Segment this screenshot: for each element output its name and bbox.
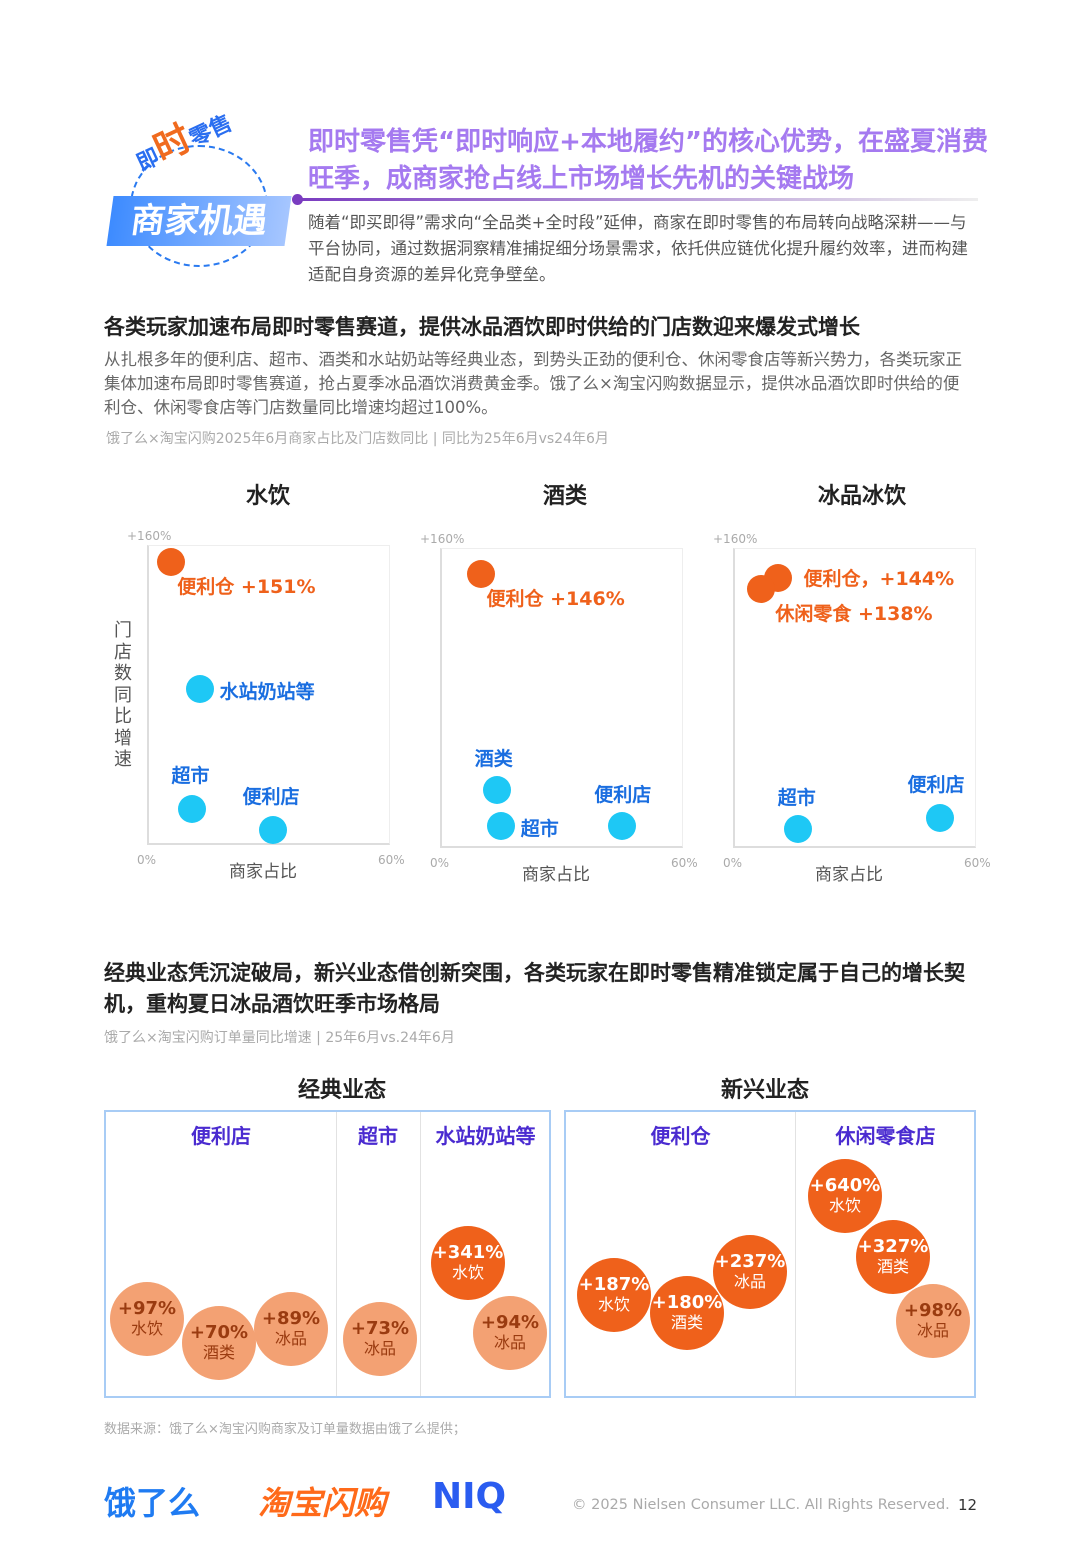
- section2-title: 经典业态凭沉淀破局，新兴业态借创新突围，各类玩家在即时零售精准锁定属于自己的增长…: [104, 961, 965, 1016]
- emerging-title: 新兴业态: [720, 1078, 809, 1103]
- point-label: 便利店: [907, 774, 965, 796]
- x-axis-label: 商家占比: [522, 865, 590, 885]
- x-tick-label: 0%: [137, 853, 157, 867]
- section1-source: 饿了么×淘宝闪购2025年6月商家占比及门店数同比 | 同比为25年6月vs24…: [106, 431, 609, 447]
- section1-body: 从扎根多年的便利店、超市、酒类和水站奶站等经典业态，到势头正劲的便利仓、休闲零食…: [104, 350, 962, 417]
- point-label: 超市: [171, 765, 210, 788]
- x-tick-label: 60%: [378, 853, 405, 867]
- scatter-plot-area: [147, 545, 390, 845]
- point-label: 水站奶站等: [219, 681, 315, 704]
- col-header: 便利仓: [650, 1124, 711, 1148]
- bubble: +341% 水饮: [431, 1226, 505, 1300]
- chart-title: 酒类: [542, 484, 587, 509]
- headline: 即时零售凭“即时响应+本地履约”的核心优势，在盛夏消费旺季，成商家抢占线上市场增…: [308, 127, 988, 194]
- x-tick-label: 0%: [723, 856, 743, 870]
- y-tick-label: +160%: [420, 532, 465, 546]
- page-number: 12: [958, 1496, 978, 1514]
- bubble: +327% 酒类: [856, 1220, 930, 1294]
- scatter-point: [925, 804, 954, 832]
- chart-title: 水饮: [245, 484, 290, 509]
- bubble: +73% 冰品: [343, 1302, 417, 1376]
- divider: [298, 198, 978, 201]
- bubble: +70% 酒类: [182, 1306, 256, 1380]
- bubble: +187% 水饮: [577, 1258, 651, 1332]
- point-label: 便利仓 +151%: [177, 575, 316, 598]
- classic-title: 经典业态: [297, 1078, 386, 1103]
- section2-source: 饿了么×淘宝闪购订单量同比增速 | 25年6月vs.24年6月: [104, 1030, 455, 1046]
- scatter-point: [608, 811, 637, 840]
- y-tick-label: +160%: [127, 529, 172, 543]
- scatter-point: [482, 775, 511, 804]
- point-label: 便利店: [594, 783, 652, 806]
- scatter-point: [747, 575, 776, 604]
- scatter-plot-area: [733, 548, 976, 848]
- col-header: 水站奶站等: [435, 1124, 536, 1148]
- bubble: +97% 水饮: [110, 1282, 184, 1356]
- scatter-point: [157, 547, 186, 576]
- bubble: +94% 冰品: [473, 1296, 547, 1370]
- y-axis-label: 门店数同比增速: [114, 620, 132, 770]
- x-tick-label: 0%: [430, 856, 450, 870]
- data-source: 数据来源：饿了么×淘宝闪购商家及订单量数据由饿了么提供；: [104, 1422, 466, 1437]
- scatter-point: [185, 675, 214, 704]
- x-axis-label: 商家占比: [229, 862, 297, 882]
- y-tick-label: +160%: [713, 532, 758, 546]
- col-header: 便利店: [191, 1124, 251, 1148]
- niq-logo: NIQ: [432, 1476, 507, 1517]
- col-header: 超市: [358, 1124, 398, 1148]
- point-label: 超市: [520, 817, 559, 840]
- scatter-point: [258, 816, 287, 844]
- bubble: +640% 水饮: [808, 1159, 882, 1233]
- point-label: 酒类: [474, 747, 513, 770]
- eleme-logo: 饿了么: [104, 1484, 201, 1522]
- emerging-panel: 便利仓 休闲零食店 +187% 水饮 +180% 酒类 +237% 冰品 +640% 水…: [564, 1110, 976, 1398]
- scatter-point: [783, 815, 812, 844]
- point-label: 便利仓，+144%: [803, 568, 955, 590]
- divider-dot: [292, 194, 303, 205]
- col-header: 休闲零食店: [835, 1124, 936, 1148]
- bubble: +98% 冰品: [896, 1284, 970, 1358]
- x-tick-label: 60%: [671, 856, 698, 870]
- point-label: 超市: [777, 787, 816, 810]
- scatter-plot-area: [440, 548, 683, 848]
- copyright: © 2025 Nielsen Consumer LLC. All Rights …: [572, 1497, 950, 1513]
- intro-text: 随着“即买即得”需求向“全品类+全时段”延伸，商家在即时零售的布局转向战略深耕—…: [308, 213, 968, 284]
- x-tick-label: 60%: [964, 856, 991, 870]
- point-label: 休闲零食 +138%: [775, 603, 933, 626]
- section1-title: 各类玩家加速布局即时零售赛道，提供冰品酒饮即时供给的门店数迎来爆发式增长: [104, 315, 860, 339]
- chart-title: 冰品冰饮: [817, 484, 906, 509]
- bubble: +180% 酒类: [650, 1276, 724, 1350]
- scatter-point: [486, 811, 515, 840]
- point-label: 便利仓 +146%: [486, 588, 625, 611]
- scatter-point: [177, 795, 206, 824]
- scatter-point: [466, 560, 495, 589]
- bubble: +237% 冰品: [713, 1235, 787, 1309]
- classic-panel: 便利店 超市 水站奶站等 +97% 水饮 +70% 酒类 +89% 冰品 +73% 冰品…: [104, 1110, 551, 1398]
- taobao-shangou-logo: 淘宝闪购: [258, 1484, 387, 1522]
- badge-main: 商家机遇: [106, 196, 292, 246]
- bubble: +89% 冰品: [254, 1292, 328, 1366]
- x-axis-label: 商家占比: [815, 865, 883, 885]
- point-label: 便利店: [242, 786, 300, 808]
